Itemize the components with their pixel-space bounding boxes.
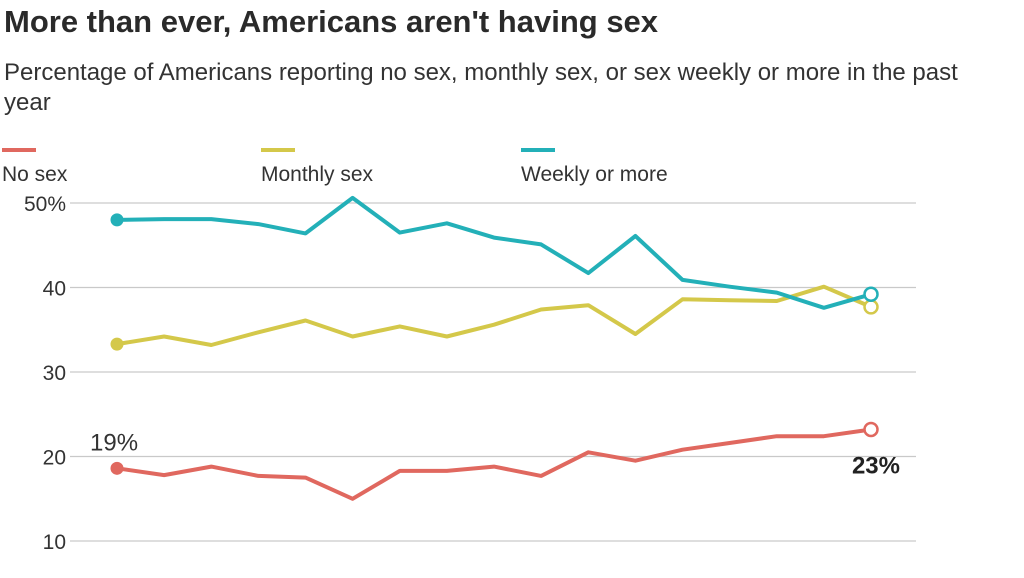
- y-tick-label: 20: [43, 447, 66, 470]
- series-start-marker: [110, 337, 124, 351]
- series-line: [115, 284, 873, 347]
- chart-title: More than ever, Americans aren't having …: [4, 4, 659, 39]
- y-tick-label: 40: [43, 278, 66, 301]
- y-tick-label: 50%: [24, 193, 66, 216]
- grid-lines: [70, 202, 916, 542]
- legend: No sex Monthly sex Weekly or more: [2, 148, 668, 186]
- annotations: 19% 23%: [90, 429, 900, 479]
- start-value-label: 19%: [90, 429, 138, 456]
- legend-label: Monthly sex: [261, 163, 374, 186]
- legend-label: No sex: [2, 163, 68, 186]
- end-value-label: 23%: [852, 452, 900, 479]
- legend-label: Weekly or more: [521, 163, 668, 186]
- series-end-marker: [863, 421, 879, 438]
- chart-subtitle: Percentage of Americans reporting no sex…: [4, 59, 958, 116]
- series-line: [115, 195, 873, 310]
- y-tick-label: 30: [43, 362, 66, 385]
- series-start-marker: [110, 213, 124, 227]
- y-tick-label: 10: [43, 531, 66, 554]
- series-end-marker: [863, 286, 879, 303]
- y-axis-ticks: 10 20 30 40 50%: [24, 193, 66, 554]
- series-lines: [110, 195, 879, 501]
- series-line: [115, 427, 873, 501]
- series-end-marker: [863, 299, 879, 315]
- series-start-marker: [110, 461, 124, 475]
